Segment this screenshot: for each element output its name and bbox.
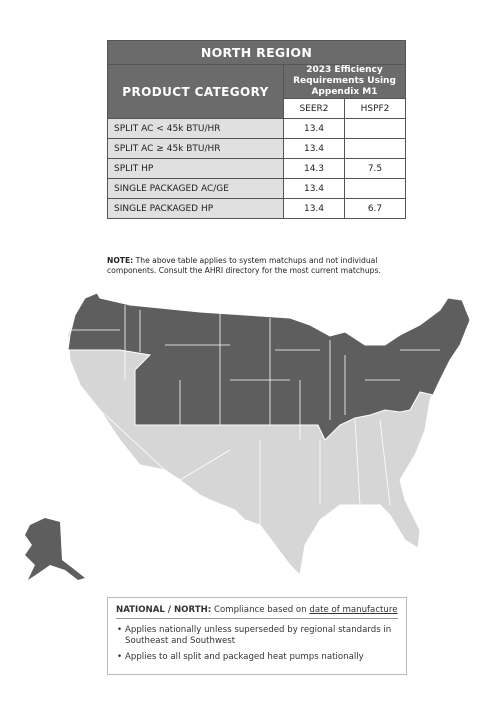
- category-cell: SPLIT AC < 45k BTU/HR: [107, 118, 284, 139]
- info-label: NATIONAL / NORTH:: [116, 605, 212, 615]
- column-header: SEER2: [283, 98, 345, 119]
- hspf2-cell: [344, 118, 406, 139]
- info-link: date of manufacture: [309, 605, 398, 615]
- seer2-cell: 14.3: [283, 158, 345, 179]
- category-cell: SPLIT AC ≥ 45k BTU/HR: [107, 138, 284, 159]
- us-map: [25, 292, 471, 580]
- info-text: Compliance based on: [213, 605, 307, 615]
- requirements-table: NORTH REGION PRODUCT CATEGORY 2023 Effic…: [107, 40, 406, 219]
- note: NOTE: The above table applies to system …: [107, 256, 407, 276]
- table-row: SPLIT AC ≥ 45k BTU/HR 13.4: [107, 138, 406, 159]
- hspf2-cell: [344, 178, 406, 199]
- alaska: [25, 518, 85, 580]
- table-title: NORTH REGION: [107, 40, 406, 65]
- category-cell: SPLIT HP: [107, 158, 284, 179]
- bullet: Applies to all split and packaged heat p…: [117, 652, 398, 663]
- category-cell: SINGLE PACKAGED AC/GE: [107, 178, 284, 199]
- info-box: NATIONAL / NORTH: Compliance based on da…: [107, 597, 407, 675]
- table-row: SINGLE PACKAGED HP 13.4 6.7: [107, 198, 406, 219]
- category-header: PRODUCT CATEGORY: [107, 64, 284, 119]
- hspf2-cell: 6.7: [344, 198, 406, 219]
- requirements-header: 2023 Efficiency Requirements Using Appen…: [283, 64, 406, 99]
- hspf2-cell: 7.5: [344, 158, 406, 179]
- bullet-list: Applies nationally unless superseded by …: [116, 625, 398, 663]
- bullet: Applies nationally unless superseded by …: [117, 625, 398, 646]
- seer2-cell: 13.4: [283, 138, 345, 159]
- note-text: The above table applies to system matchu…: [107, 256, 381, 275]
- note-label: NOTE:: [107, 256, 134, 265]
- table-row: SINGLE PACKAGED AC/GE 13.4: [107, 178, 406, 199]
- category-cell: SINGLE PACKAGED HP: [107, 198, 284, 219]
- seer2-cell: 13.4: [283, 178, 345, 199]
- info-heading: NATIONAL / NORTH: Compliance based on da…: [116, 605, 398, 619]
- table-body: SPLIT AC < 45k BTU/HR 13.4 SPLIT AC ≥ 45k …: [107, 118, 406, 219]
- us-map-north: [67, 292, 471, 441]
- seer2-cell: 13.4: [283, 118, 345, 139]
- column-header: HSPF2: [344, 98, 406, 119]
- seer2-cell: 13.4: [283, 198, 345, 219]
- hspf2-cell: [344, 138, 406, 159]
- table-row: SPLIT AC < 45k BTU/HR 13.4: [107, 118, 406, 139]
- table-row: SPLIT HP 14.3 7.5: [107, 158, 406, 179]
- state-lines: [68, 305, 440, 525]
